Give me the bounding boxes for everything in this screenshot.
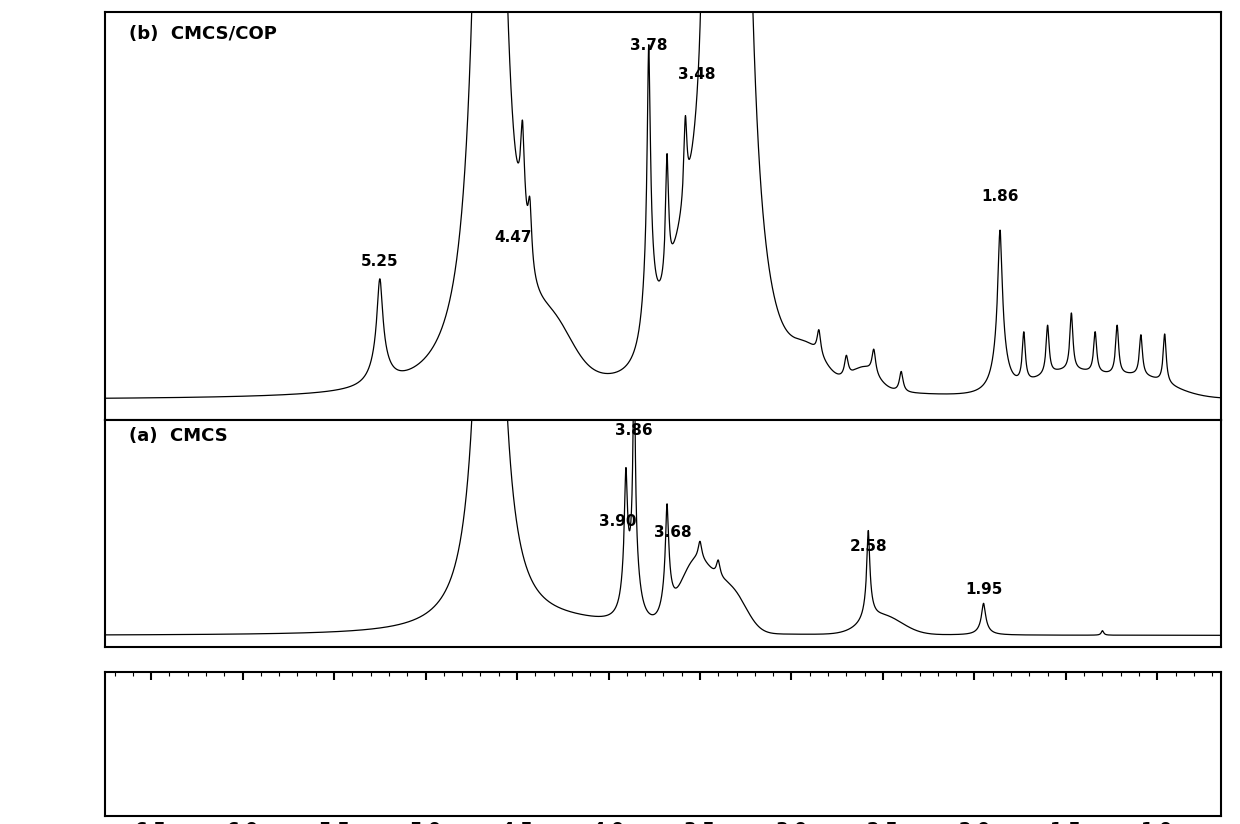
- Text: 1.86: 1.86: [981, 189, 1019, 204]
- Text: (b)  CMCS/COP: (b) CMCS/COP: [129, 25, 277, 43]
- Text: 3.78: 3.78: [630, 38, 667, 54]
- Text: (a)  CMCS: (a) CMCS: [129, 427, 228, 445]
- Text: 1.95: 1.95: [965, 582, 1002, 597]
- Text: 3.48: 3.48: [677, 67, 715, 82]
- Text: 5.25: 5.25: [361, 255, 398, 269]
- Text: 2.58: 2.58: [849, 539, 887, 554]
- Text: 4.47: 4.47: [495, 230, 532, 245]
- Text: 3.90: 3.90: [599, 514, 636, 529]
- Text: 3.68: 3.68: [653, 526, 692, 541]
- Text: 3.86: 3.86: [615, 424, 653, 438]
